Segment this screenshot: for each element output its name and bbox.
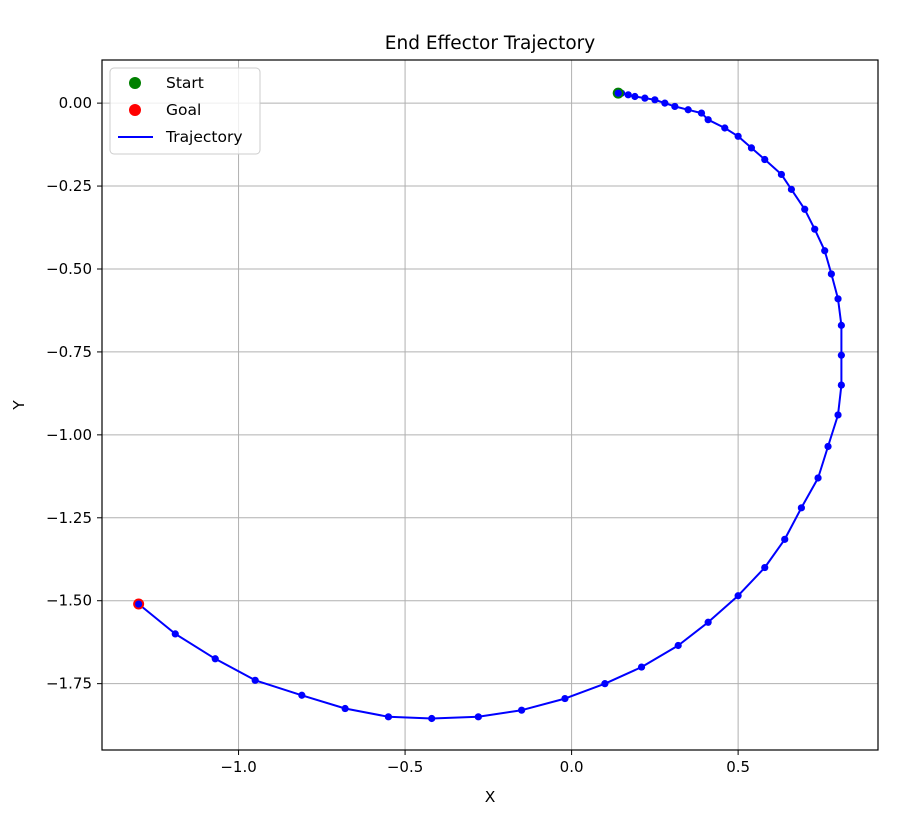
trajectory-point bbox=[561, 694, 569, 703]
legend-marker bbox=[129, 77, 141, 89]
trajectory-point bbox=[674, 641, 682, 650]
trajectory-point bbox=[734, 132, 742, 140]
trajectory-point bbox=[251, 676, 259, 684]
trajectory-point bbox=[631, 92, 639, 101]
trajectory-point bbox=[814, 474, 822, 482]
trajectory-point bbox=[734, 592, 742, 600]
trajectory-point bbox=[811, 225, 819, 233]
x-tick-label: −0.5 bbox=[387, 758, 423, 776]
trajectory-point bbox=[298, 691, 306, 699]
y-tick-label: −1.75 bbox=[46, 675, 92, 693]
trajectory-point bbox=[761, 155, 769, 164]
trajectory-point bbox=[341, 704, 349, 713]
ticks: −1.0 −0.5 0.0 0.5 0.00 −0.25 −0.50 −0.75 −1.00 −1… bbox=[46, 94, 750, 776]
trajectory-point bbox=[747, 144, 756, 152]
trajectory-point bbox=[781, 535, 789, 543]
y-tick-label: −0.50 bbox=[46, 260, 92, 278]
trajectory-point bbox=[801, 205, 809, 213]
trajectory-point bbox=[614, 89, 622, 97]
y-tick-label: 0.00 bbox=[59, 94, 92, 112]
trajectory-point bbox=[777, 170, 786, 179]
trajectory-point bbox=[697, 109, 706, 117]
trajectory-point bbox=[601, 680, 609, 688]
x-axis-label: X bbox=[485, 788, 496, 806]
trajectory-point bbox=[474, 713, 482, 721]
trajectory-point bbox=[135, 600, 143, 608]
legend-label: Goal bbox=[166, 101, 201, 119]
trajectory-point bbox=[684, 106, 692, 114]
trajectory-point bbox=[761, 563, 769, 572]
trajectory-point bbox=[837, 321, 845, 329]
trajectory-point bbox=[624, 91, 632, 99]
trajectory-point bbox=[661, 99, 669, 107]
trajectory-point bbox=[428, 714, 436, 723]
trajectory-point bbox=[827, 270, 835, 278]
y-axis-label: Y bbox=[10, 400, 28, 411]
y-tick-label: −0.75 bbox=[46, 343, 92, 361]
trajectory-point bbox=[704, 116, 712, 124]
y-tick-label: −0.25 bbox=[46, 177, 92, 195]
legend: Start Goal Trajectory bbox=[109, 67, 261, 155]
trajectory-point bbox=[837, 381, 845, 389]
grid bbox=[102, 60, 878, 750]
chart-title: End Effector Trajectory bbox=[385, 33, 595, 54]
trajectory-point bbox=[837, 351, 845, 359]
trajectory-point bbox=[518, 706, 526, 714]
trajectory-point bbox=[384, 713, 393, 721]
x-tick-label: −1.0 bbox=[220, 758, 256, 776]
trajectory-point bbox=[834, 295, 842, 303]
trajectory-point bbox=[211, 655, 219, 663]
plot-frame bbox=[101, 59, 879, 751]
x-tick-label: 0.0 bbox=[560, 758, 584, 776]
trajectory-point bbox=[171, 630, 179, 638]
trajectory-point bbox=[721, 124, 729, 132]
trajectory-point bbox=[824, 442, 832, 451]
y-tick-label: −1.50 bbox=[46, 592, 92, 610]
trajectory-point bbox=[641, 94, 649, 102]
trajectory-point bbox=[637, 663, 646, 671]
legend-box bbox=[109, 67, 261, 155]
trajectory-point bbox=[671, 102, 679, 111]
series-layer bbox=[133, 87, 845, 723]
trajectory-point bbox=[821, 247, 829, 255]
trajectory-point bbox=[651, 96, 659, 104]
plot-area bbox=[102, 60, 878, 750]
trajectory-point bbox=[834, 411, 842, 419]
legend-marker bbox=[129, 104, 141, 116]
x-tick-label: 0.5 bbox=[726, 758, 750, 776]
legend-label: Trajectory bbox=[165, 128, 243, 146]
legend-label: Start bbox=[166, 74, 204, 92]
trajectory-point bbox=[704, 618, 712, 626]
trajectory-point bbox=[797, 504, 805, 512]
y-tick-label: −1.00 bbox=[46, 426, 92, 444]
y-tick-label: −1.25 bbox=[46, 509, 92, 527]
trajectory-point bbox=[787, 185, 796, 193]
